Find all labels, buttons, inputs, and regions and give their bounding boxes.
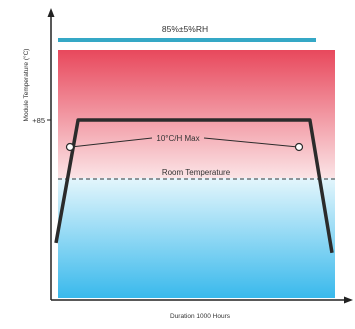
x-axis-arrow-icon: [344, 296, 353, 304]
humidity-label: 85%±5%RH: [162, 24, 208, 34]
room-temperature-label: Room Temperature: [162, 168, 231, 177]
y-tick-label: +85: [32, 116, 45, 125]
max-rate-label: 10°C/H Max: [156, 134, 199, 143]
transition-marker-left: [65, 142, 75, 152]
temperature-profile-line: [54, 118, 334, 254]
y-axis-label: Module Temperature (°C): [22, 49, 30, 122]
max-rate-left-line: [70, 137, 153, 148]
transition-marker-right: [294, 142, 304, 152]
max-rate-right-line: [203, 137, 299, 148]
y-axis-arrow-icon: [47, 8, 55, 17]
x-axis-label: Duration 1000 Hours: [170, 313, 231, 320]
cold-zone: [58, 178, 335, 298]
hot-zone: [58, 50, 335, 178]
